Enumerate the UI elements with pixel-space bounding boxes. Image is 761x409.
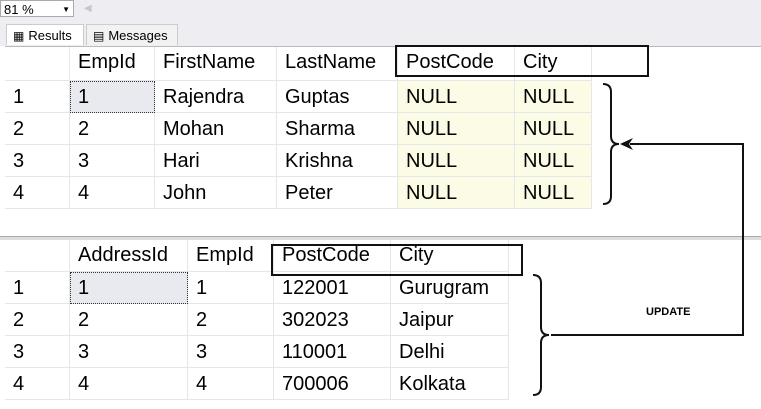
scroll-left-icon[interactable]: ◀ [84,3,92,14]
zoom-value: 81 % [4,2,34,17]
row-number[interactable]: 1 [5,81,70,113]
update-label: UPDATE [646,306,691,318]
table-cell[interactable]: Guptas [277,81,398,113]
table-cell[interactable]: NULL [515,113,592,145]
table-cell[interactable]: Mohan [155,113,277,145]
table-cell[interactable]: 2 [188,304,274,336]
highlight-box-bottom [271,244,523,276]
table-cell[interactable]: 700006 [274,368,391,400]
results-grid-1: EmpId FirstName LastName PostCode City 1 1 Raje… [5,46,761,237]
row-number[interactable]: 2 [5,113,70,145]
table-cell[interactable]: NULL [515,81,592,113]
table-cell[interactable]: Delhi [391,336,509,368]
column-header-lastname[interactable]: LastName [277,47,398,81]
column-header-empid[interactable]: EmpId [70,47,155,81]
brace-top [602,83,620,205]
brace-bottom [532,274,550,396]
table-cell[interactable]: 3 [70,336,188,368]
grid-splitter[interactable] [0,236,761,240]
table-cell[interactable]: 2 [70,113,155,145]
column-header-city[interactable]: City [391,240,509,272]
table-cell[interactable]: NULL [515,177,592,209]
table-cell[interactable]: 3 [188,336,274,368]
row-number[interactable]: 3 [5,145,70,177]
row-number[interactable]: 3 [5,336,70,368]
results-tabs: ▦ Results ▤ Messages [0,19,761,46]
table-cell[interactable]: 1 [188,272,274,304]
column-header-addressid[interactable]: AddressId [70,240,188,272]
table-cell[interactable]: 4 [70,368,188,400]
table-cell[interactable]: 3 [70,145,155,177]
row-number[interactable]: 4 [5,368,70,400]
tab-messages[interactable]: ▤ Messages [86,24,178,45]
row-number[interactable]: 4 [5,177,70,209]
highlight-box-top [395,45,649,77]
column-header-city[interactable]: City [515,47,592,81]
select-all-corner[interactable] [5,240,70,272]
grid-icon: ▦ [13,29,25,43]
column-header-empid[interactable]: EmpId [188,240,274,272]
chevron-down-icon: ▼ [62,5,70,14]
zoom-select[interactable]: 81 % ▼ [0,0,74,17]
table-cell[interactable]: 4 [188,368,274,400]
table-cell[interactable]: NULL [398,81,515,113]
table-cell[interactable]: 110001 [274,336,391,368]
table-cell[interactable]: NULL [398,145,515,177]
table-cell[interactable]: Rajendra [155,81,277,113]
messages-icon: ▤ [93,29,105,43]
table-cell[interactable]: Gurugram [391,272,509,304]
column-header-postcode[interactable]: PostCode [274,240,391,272]
results-grid-2: AddressId EmpId PostCode City 1 1 1 122001 Gurug… [5,240,761,409]
table-cell[interactable]: 122001 [274,272,391,304]
table-cell[interactable]: Sharma [277,113,398,145]
table-cell[interactable]: 2 [70,304,188,336]
row-number[interactable]: 1 [5,272,70,304]
table-cell[interactable]: Krishna [277,145,398,177]
tab-label: Results [28,28,72,43]
tab-label: Messages [108,28,168,43]
row-number[interactable]: 2 [5,304,70,336]
table-cell[interactable]: Jaipur [391,304,509,336]
table-cell[interactable]: John [155,177,277,209]
table-cell[interactable]: NULL [398,177,515,209]
arrow-head-icon [620,138,633,150]
table-cell[interactable]: NULL [515,145,592,177]
table-cell[interactable]: Hari [155,145,277,177]
table-cell[interactable]: Kolkata [391,368,509,400]
table-cell[interactable]: 302023 [274,304,391,336]
table-cell[interactable]: Peter [277,177,398,209]
column-header-postcode[interactable]: PostCode [398,47,515,81]
column-header-firstname[interactable]: FirstName [155,47,277,81]
table-cell[interactable]: NULL [398,113,515,145]
table-cell[interactable]: 1 [70,272,188,304]
select-all-corner[interactable] [5,47,70,81]
table-cell[interactable]: 4 [70,177,155,209]
update-arrow-line [551,143,744,336]
table-cell[interactable]: 1 [70,81,155,113]
tab-results[interactable]: ▦ Results [6,24,84,45]
